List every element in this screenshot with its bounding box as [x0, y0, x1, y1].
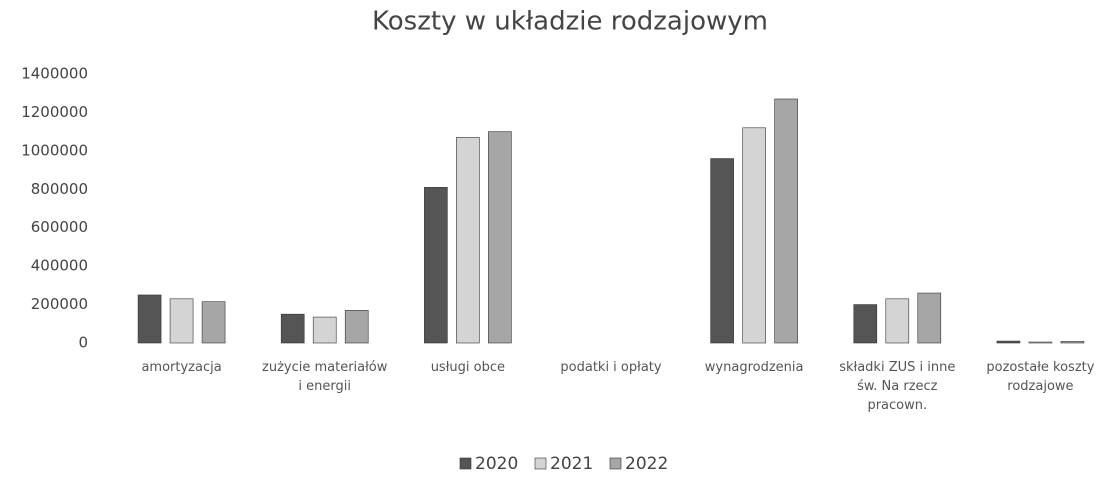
bar [853, 304, 878, 344]
bar [996, 340, 1021, 344]
y-tick-label: 200000 [31, 295, 88, 313]
y-tick-label: 600000 [31, 218, 88, 236]
y-tick-label: 0 [78, 334, 88, 352]
bar [488, 131, 512, 344]
y-tick-label: 1000000 [21, 141, 88, 159]
legend-label: 2020 [475, 454, 518, 474]
x-tick-label: wynagrodzenia [704, 360, 804, 375]
bar [312, 316, 337, 344]
x-tick-label: składki ZUS i inne św. Na rzecz pracown. [839, 360, 956, 413]
bar [917, 292, 942, 344]
legend-swatch [609, 457, 622, 470]
bar [169, 298, 194, 344]
bar [774, 98, 798, 344]
bar [424, 187, 448, 344]
bar [137, 294, 162, 344]
x-tick-label: amortyzacja [141, 360, 222, 375]
x-tick-label: podatki i opłaty [560, 360, 662, 375]
legend-swatch [534, 457, 547, 470]
chart-title: Koszty w układzie rodzajowym [372, 7, 768, 37]
bar [456, 137, 480, 344]
y-tick-label: 1400000 [21, 65, 88, 83]
y-tick-label: 800000 [31, 180, 88, 198]
bar [1028, 341, 1053, 344]
bar [710, 158, 734, 344]
bar [201, 301, 226, 344]
legend-swatch [459, 457, 472, 470]
legend-label: 2021 [550, 454, 593, 474]
legend-label: 2022 [625, 454, 668, 474]
bar [344, 310, 369, 344]
bar [280, 313, 305, 344]
bar [1060, 341, 1085, 344]
x-tick-label: pozostałe koszty rodzajowe [986, 360, 1095, 394]
y-tick-label: 400000 [31, 257, 88, 275]
x-tick-label: zużycie materiałów i energii [262, 360, 388, 394]
x-tick-label: usługi obce [430, 360, 505, 375]
y-tick-label: 1200000 [21, 103, 88, 121]
bar [742, 127, 766, 344]
bar [885, 298, 910, 344]
